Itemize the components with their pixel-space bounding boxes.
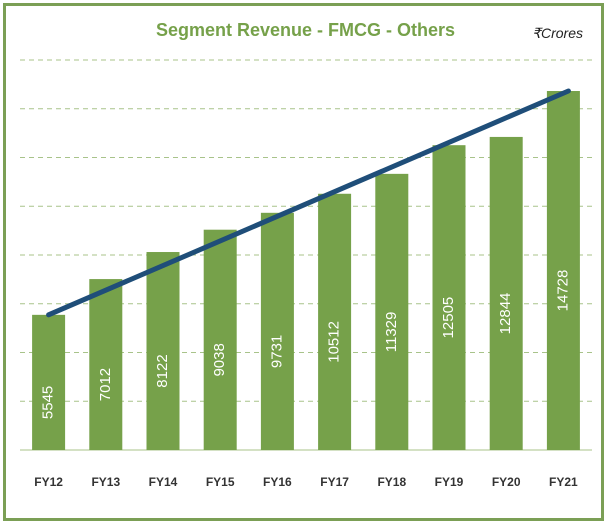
unit-label: ₹Crores <box>532 25 583 41</box>
bars <box>32 91 580 451</box>
data-label-fy15: 9038 <box>211 343 228 376</box>
bar-fy15 <box>203 229 237 450</box>
tick-label-fy19: FY19 <box>435 475 464 489</box>
tick-label-fy18: FY18 <box>377 475 406 489</box>
tick-label-fy17: FY17 <box>320 475 349 489</box>
tick-label-fy15: FY15 <box>206 475 235 489</box>
data-label-fy19: 12505 <box>440 297 457 339</box>
bar-fy19 <box>432 145 466 451</box>
tick-label-fy20: FY20 <box>492 475 521 489</box>
trend-line-group <box>46 88 571 318</box>
chart-title: Segment Revenue - FMCG - Others <box>155 20 456 40</box>
data-label-fy14: 8122 <box>154 354 171 387</box>
bar-fy21 <box>546 91 580 450</box>
bar-fy17 <box>318 193 352 450</box>
data-labels: 5545 7012 8122 9038 9731 10512 11329 12505 12844… <box>40 270 572 419</box>
x-axis-tick-labels: FY12 FY13 FY14 FY15 FY16 FY17 FY18 FY19 FY20 FY21 <box>34 475 578 489</box>
data-label-fy18: 11329 <box>383 312 400 353</box>
data-label-fy12: 5545 <box>40 386 57 419</box>
data-label-fy20: 12844 <box>497 293 514 335</box>
tick-label-fy13: FY13 <box>91 475 120 489</box>
tick-label-fy12: FY12 <box>34 475 63 489</box>
data-label-fy21: 14728 <box>554 270 571 312</box>
data-label-fy17: 10512 <box>326 321 343 363</box>
tick-label-fy14: FY14 <box>149 475 178 489</box>
tick-label-fy16: FY16 <box>263 475 292 489</box>
bar-fy13 <box>89 279 123 450</box>
bar-fy14 <box>146 252 180 450</box>
chart-border <box>3 3 604 521</box>
bar-fy20 <box>489 136 523 451</box>
bar-fy12 <box>32 314 66 450</box>
data-label-fy16: 9731 <box>268 335 285 368</box>
tick-label-fy21: FY21 <box>549 475 578 489</box>
data-label-fy13: 7012 <box>97 368 114 401</box>
bar-fy18 <box>375 173 409 450</box>
trend-line <box>46 88 571 318</box>
bar-fy16 <box>260 212 294 450</box>
